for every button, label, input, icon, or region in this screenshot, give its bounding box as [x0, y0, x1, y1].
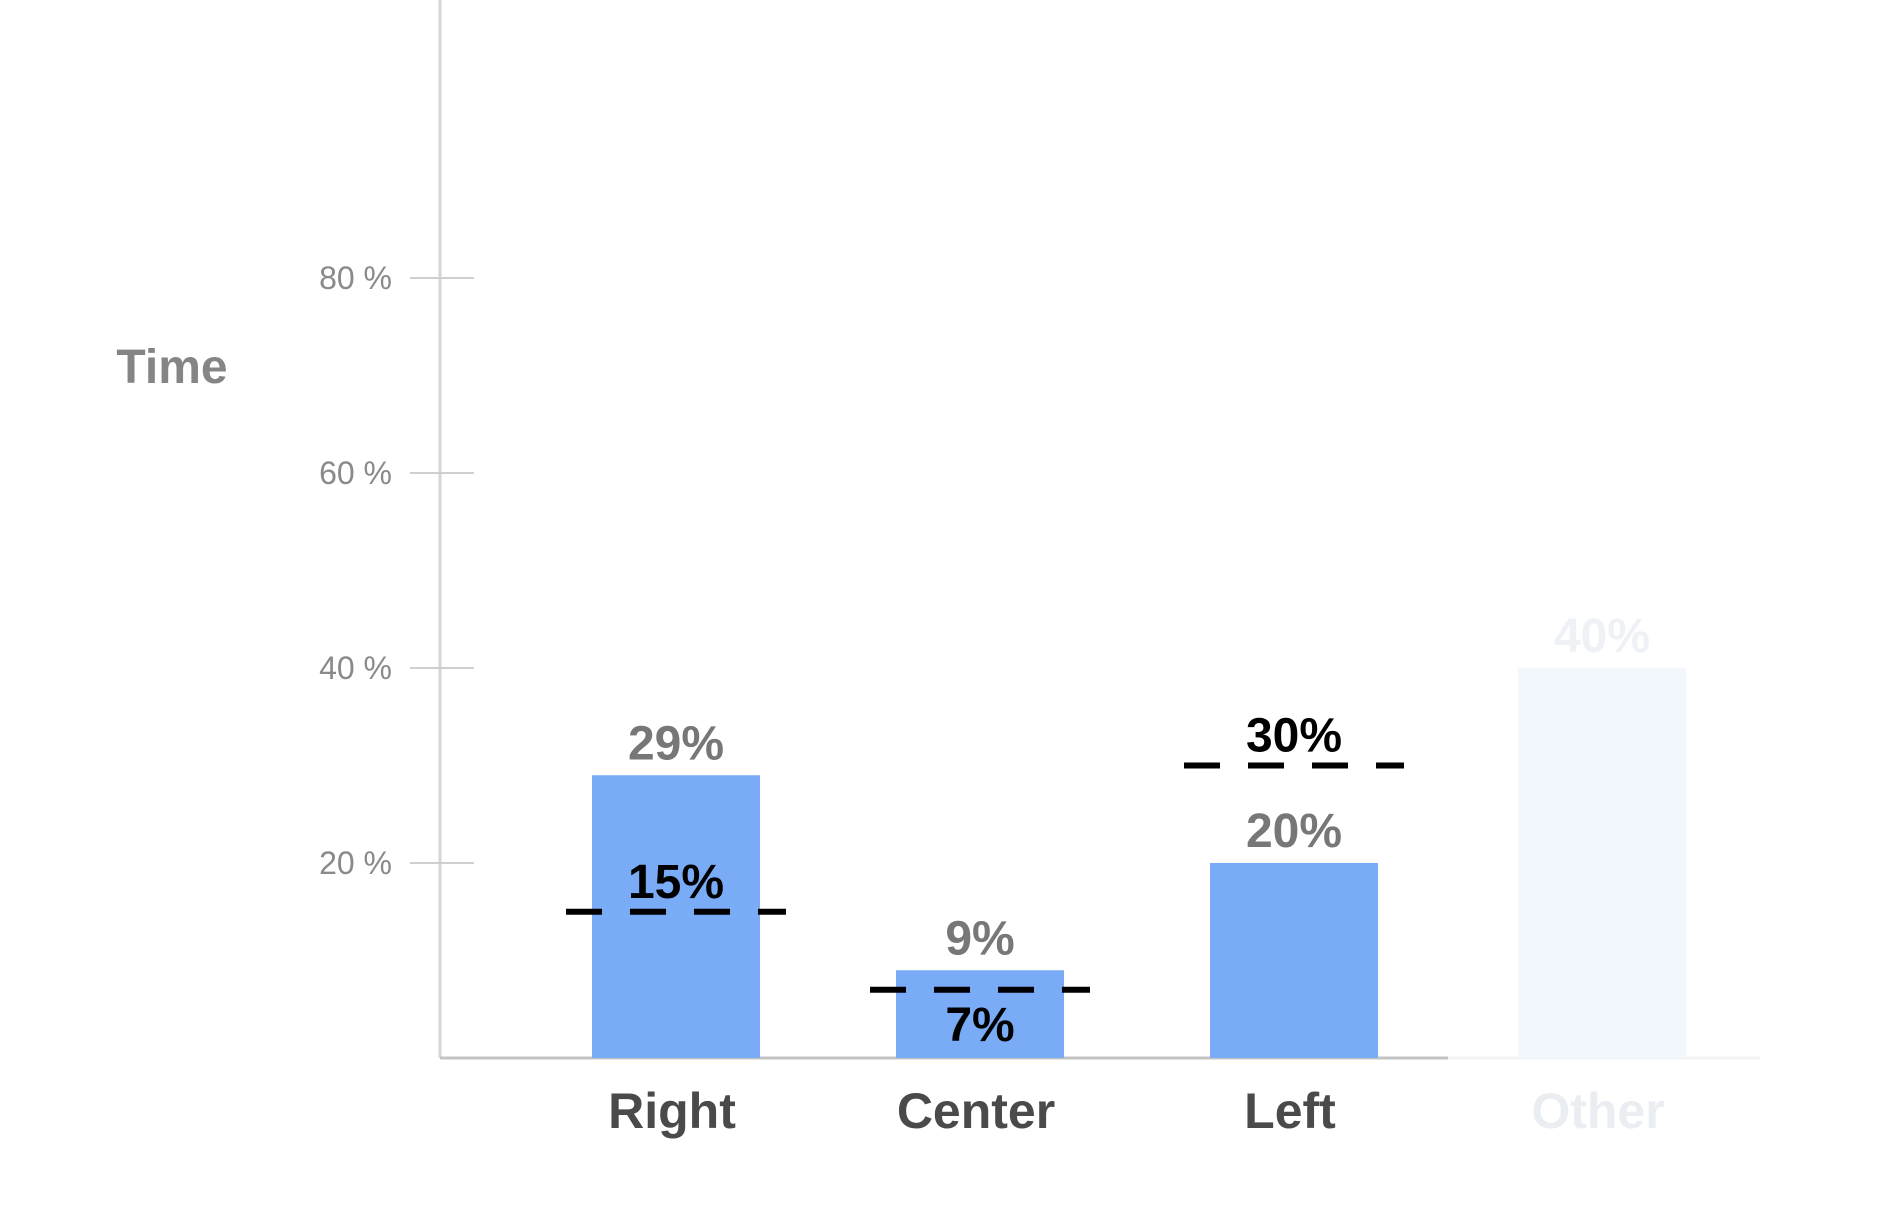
y-tick-label: 80 %	[319, 260, 392, 296]
value-label: 9%	[945, 912, 1014, 965]
category-label: Right	[608, 1083, 736, 1139]
reference-label: 7%	[945, 999, 1014, 1052]
y-tick-label: 20 %	[319, 845, 392, 881]
reference-label: 15%	[628, 856, 724, 909]
category-label: Left	[1244, 1083, 1336, 1139]
value-label: 20%	[1246, 805, 1342, 858]
category-label: Other	[1531, 1083, 1664, 1139]
bar-left	[1210, 863, 1378, 1058]
y-tick-label: 60 %	[319, 455, 392, 491]
value-label: 40%	[1554, 610, 1650, 663]
bar-right	[592, 775, 760, 1058]
value-label: 29%	[628, 717, 724, 770]
bar-center	[896, 970, 1064, 1058]
y-axis-label: Time	[116, 341, 227, 394]
category-label: Center	[897, 1083, 1055, 1139]
y-tick-label: 40 %	[319, 650, 392, 686]
bar-other	[1518, 668, 1686, 1058]
reference-label: 30%	[1246, 710, 1342, 763]
